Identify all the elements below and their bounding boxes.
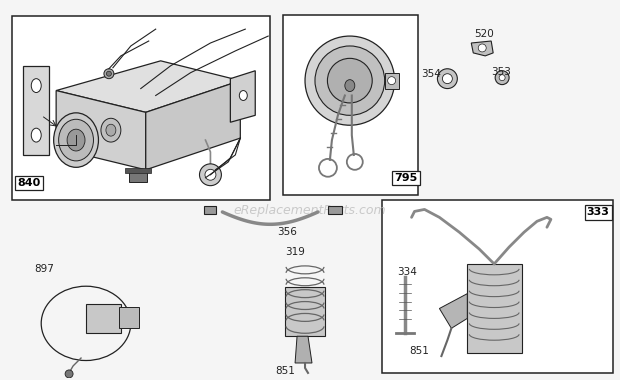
Polygon shape <box>471 41 493 56</box>
Bar <box>86 304 121 333</box>
Text: 354: 354 <box>422 69 441 79</box>
Bar <box>205 206 216 214</box>
Circle shape <box>104 69 114 79</box>
Text: 840: 840 <box>17 178 40 188</box>
Bar <box>384 73 399 89</box>
Circle shape <box>205 169 216 180</box>
Bar <box>467 264 522 353</box>
Bar <box>328 206 342 214</box>
Text: 333: 333 <box>587 207 609 217</box>
Ellipse shape <box>495 71 509 85</box>
Ellipse shape <box>443 74 453 84</box>
Ellipse shape <box>478 44 486 52</box>
Ellipse shape <box>499 75 505 81</box>
Ellipse shape <box>54 113 99 167</box>
Text: 334: 334 <box>397 267 417 277</box>
Ellipse shape <box>67 129 85 151</box>
Ellipse shape <box>106 124 116 136</box>
Bar <box>12 16 270 200</box>
Ellipse shape <box>438 69 458 89</box>
Text: eReplacementParts.com: eReplacementParts.com <box>234 204 386 217</box>
Polygon shape <box>440 294 467 328</box>
Text: 851: 851 <box>410 346 430 356</box>
Ellipse shape <box>31 128 41 142</box>
Bar <box>119 307 139 328</box>
Bar <box>285 287 325 336</box>
Bar <box>129 170 147 182</box>
Polygon shape <box>295 336 312 363</box>
Circle shape <box>65 370 73 378</box>
Polygon shape <box>146 81 241 170</box>
Ellipse shape <box>59 119 94 161</box>
Ellipse shape <box>31 79 41 93</box>
Text: 356: 356 <box>277 227 297 237</box>
Bar <box>125 168 151 173</box>
Ellipse shape <box>305 36 394 125</box>
Ellipse shape <box>239 90 247 100</box>
Polygon shape <box>56 90 146 170</box>
Text: 897: 897 <box>34 264 54 274</box>
Circle shape <box>388 77 396 85</box>
Polygon shape <box>24 66 49 155</box>
Circle shape <box>200 164 221 186</box>
Text: 319: 319 <box>285 247 305 257</box>
Text: 353: 353 <box>491 67 511 77</box>
Text: 851: 851 <box>275 366 295 376</box>
Text: 520: 520 <box>474 29 494 39</box>
Bar <box>382 200 613 373</box>
Ellipse shape <box>345 80 355 92</box>
Ellipse shape <box>101 118 121 142</box>
Polygon shape <box>231 71 255 122</box>
Bar <box>283 15 417 195</box>
Circle shape <box>107 71 112 76</box>
Text: 795: 795 <box>394 173 418 183</box>
Ellipse shape <box>315 46 384 115</box>
Polygon shape <box>56 61 241 112</box>
Ellipse shape <box>327 59 372 103</box>
